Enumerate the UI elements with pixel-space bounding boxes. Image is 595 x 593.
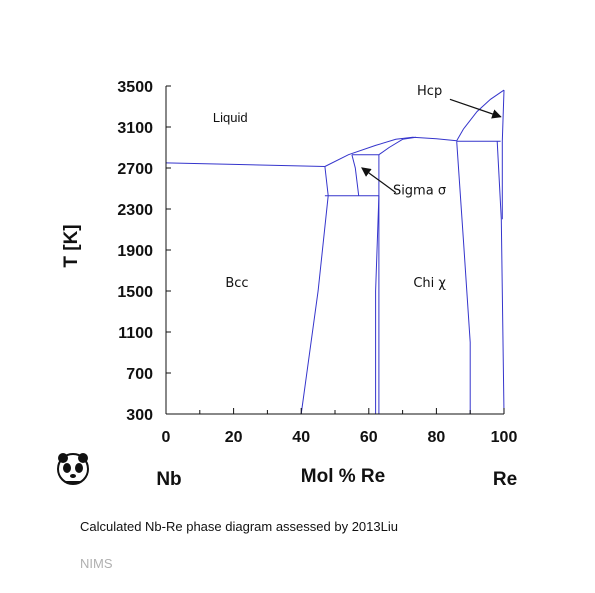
annotation-arrow <box>361 167 397 194</box>
y-tick-label: 700 <box>126 366 153 383</box>
x-tick-label: 20 <box>225 429 243 446</box>
y-axis-title: T [K] <box>61 224 82 267</box>
y-tick-label: 3500 <box>117 79 153 96</box>
axes: 300 700 1100 1500 1900 2300 2700 3100 3500 0 20 40 6… <box>117 79 517 446</box>
region-labels: Liquid Bcc Chi χ Hcp Sigma σ <box>213 84 502 291</box>
right-element-label: Re <box>493 469 517 490</box>
y-tick-label: 1900 <box>117 243 153 260</box>
x-axis-title: Mol % Re <box>301 466 385 487</box>
panda-logo-icon <box>57 453 89 485</box>
y-tick-label: 1500 <box>117 284 153 301</box>
x-tick-label: 60 <box>360 429 378 446</box>
region-label: Sigma σ <box>393 184 446 199</box>
region-label: Hcp <box>417 84 442 99</box>
x-tick-label: 40 <box>292 429 310 446</box>
y-tick-label: 3100 <box>117 120 153 137</box>
boundary-bcc-solvus <box>300 166 329 415</box>
x-tick-label: 80 <box>428 429 446 446</box>
left-element-label: Nb <box>156 469 181 490</box>
figure-caption: Calculated Nb-Re phase diagram assessed … <box>80 519 398 534</box>
boundary-re-solidus <box>501 90 505 220</box>
boundary-sigma-liquidus <box>324 136 457 167</box>
annotation-arrow <box>449 98 502 119</box>
y-tick-label: 1100 <box>118 325 153 342</box>
region-label: Bcc <box>225 276 248 291</box>
x-tick-label: 0 <box>162 429 171 446</box>
boundary-bcc-liquidus <box>165 162 325 167</box>
y-tick-label: 2300 <box>117 202 153 219</box>
boundary-hcp-solvus <box>496 141 505 415</box>
boundary-chi-right <box>456 141 471 414</box>
y-tick-label: 300 <box>126 407 153 424</box>
boundary-hcp-liquidus <box>456 89 505 142</box>
boundary-chi-liquidus-left <box>378 136 417 156</box>
region-label: Liquid <box>213 110 248 125</box>
y-tick-label: 2700 <box>117 161 153 178</box>
phase-boundaries <box>165 89 505 415</box>
x-tick-label: 100 <box>491 429 518 446</box>
region-label: Chi χ <box>413 276 446 291</box>
boundary-sigma-left <box>351 154 360 196</box>
boundary-sigma-right <box>375 154 380 414</box>
source-label: NIMS <box>80 556 113 571</box>
